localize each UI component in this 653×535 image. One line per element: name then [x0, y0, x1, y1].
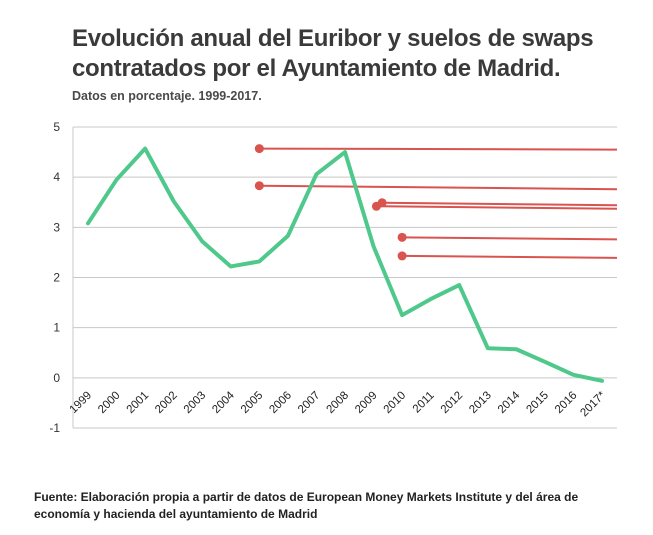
y-tick-label: 3 — [53, 220, 60, 234]
x-tick-label: 2004 — [210, 389, 237, 416]
x-tick-label: 2002 — [153, 389, 180, 416]
x-tick-label: 2013 — [467, 389, 494, 416]
y-tick-label: 5 — [53, 120, 60, 134]
chart-subtitle: Datos en porcentaje. 1999-2017. — [72, 89, 262, 103]
floor-start-marker — [371, 201, 381, 211]
x-tick-label: 2017* — [578, 389, 608, 419]
x-tick-label: 2008 — [325, 389, 352, 416]
x-axis-ticks: 1999 2000 2001 2002 2003 2004 2005 2006 2007 2008… — [68, 389, 609, 419]
floor-line — [402, 254, 618, 259]
x-tick-label: 2006 — [267, 389, 294, 416]
chart-grid — [72, 126, 617, 429]
y-tick-label: 0 — [53, 371, 60, 385]
x-tick-label: 2007 — [296, 389, 323, 416]
x-tick-label: 2011 — [411, 389, 437, 415]
x-tick-label: 2014 — [496, 389, 523, 416]
euribor-line — [86, 146, 604, 383]
floor-start-marker — [254, 144, 264, 154]
floor-start-marker — [397, 232, 407, 242]
floor-line — [376, 205, 618, 210]
x-tick-label: 2001 — [125, 389, 152, 416]
x-tick-label: 2009 — [353, 389, 380, 416]
euribor-series — [86, 146, 604, 383]
floor-line — [259, 147, 618, 151]
floor-start-marker — [254, 181, 264, 191]
x-tick-label: 2005 — [239, 389, 266, 416]
swap-floor-lines — [254, 144, 618, 261]
x-tick-label: 2010 — [382, 389, 409, 416]
x-tick-label: 1999 — [68, 389, 95, 416]
y-tick-label: -1 — [49, 421, 60, 435]
x-tick-label: 2016 — [553, 389, 580, 416]
x-tick-label: 2015 — [524, 389, 551, 416]
x-tick-label: 2012 — [439, 389, 466, 416]
x-tick-label: 2000 — [96, 389, 123, 416]
floor-line — [259, 184, 618, 191]
floor-line — [382, 201, 618, 207]
chart-title: Evolución anual del Euribor y suelos de … — [72, 25, 594, 82]
floor-start-marker — [397, 251, 407, 261]
floor-line — [402, 236, 618, 241]
y-axis-ticks: -1 0 1 2 3 4 5 — [49, 120, 60, 435]
y-tick-label: 1 — [53, 321, 60, 335]
chart-source: Fuente: Elaboración propia a partir de d… — [34, 490, 579, 521]
x-tick-label: 2003 — [182, 389, 209, 416]
y-tick-label: 2 — [53, 271, 60, 285]
y-tick-label: 4 — [53, 170, 60, 184]
